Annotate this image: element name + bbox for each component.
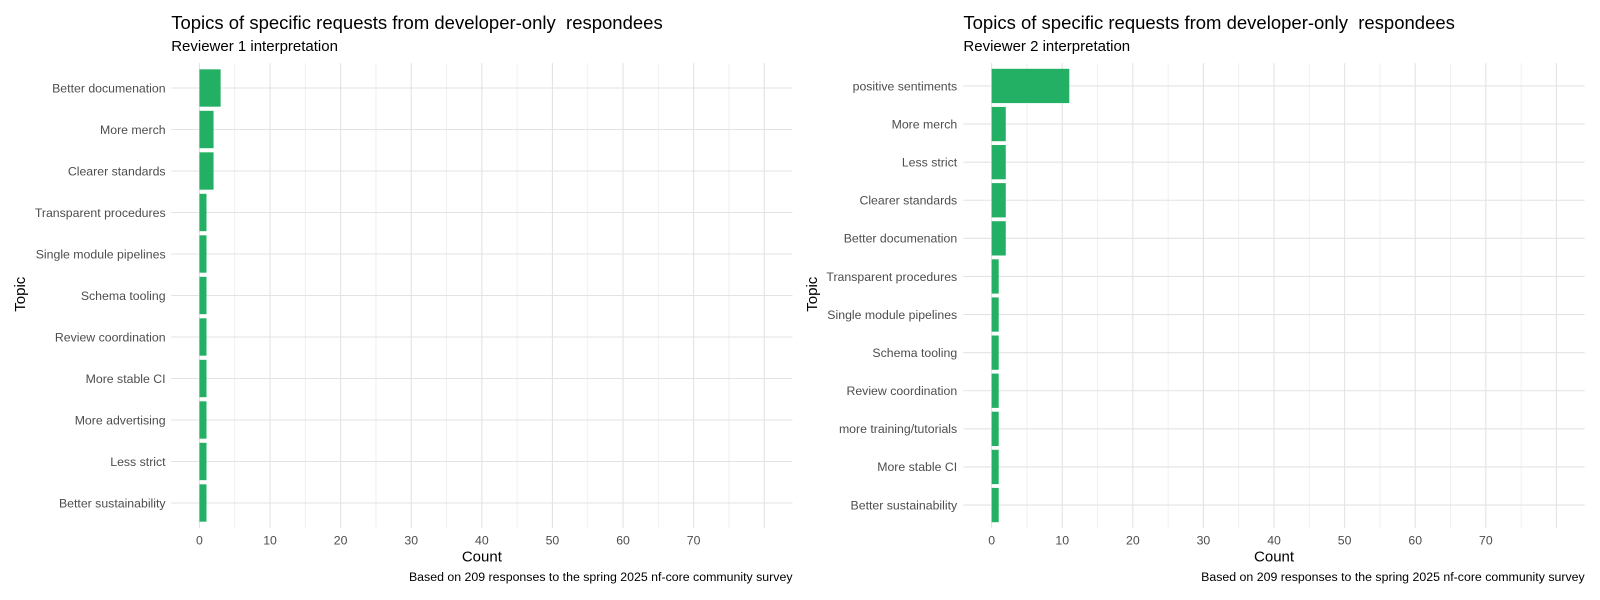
svg-text:Transparent procedures: Transparent procedures bbox=[826, 270, 957, 284]
svg-text:70: 70 bbox=[1479, 533, 1493, 547]
svg-text:more training/tutorials: more training/tutorials bbox=[839, 422, 957, 436]
svg-text:Better documenation: Better documenation bbox=[52, 81, 166, 95]
svg-text:More merch: More merch bbox=[100, 123, 166, 137]
svg-text:40: 40 bbox=[475, 533, 489, 547]
svg-text:Reviewer 2 interpretation: Reviewer 2 interpretation bbox=[963, 38, 1130, 55]
svg-text:20: 20 bbox=[1126, 533, 1140, 547]
svg-text:30: 30 bbox=[404, 533, 418, 547]
svg-text:positive sentiments: positive sentiments bbox=[853, 79, 958, 93]
svg-text:Better sustainability: Better sustainability bbox=[851, 498, 958, 512]
svg-text:60: 60 bbox=[1408, 533, 1422, 547]
svg-text:Less strict: Less strict bbox=[902, 155, 958, 169]
svg-text:Transparent procedures: Transparent procedures bbox=[35, 206, 166, 220]
svg-text:40: 40 bbox=[1267, 533, 1281, 547]
svg-text:30: 30 bbox=[1197, 533, 1211, 547]
svg-text:Topic: Topic bbox=[12, 276, 29, 312]
svg-text:50: 50 bbox=[546, 533, 560, 547]
svg-text:Better sustainability: Better sustainability bbox=[59, 496, 166, 510]
svg-text:Count: Count bbox=[1254, 548, 1295, 565]
svg-text:More stable CI: More stable CI bbox=[877, 460, 957, 474]
svg-text:Topics of specific requests fr: Topics of specific requests from develop… bbox=[171, 12, 663, 33]
svg-text:0: 0 bbox=[988, 533, 995, 547]
svg-text:Reviewer 1 interpretation: Reviewer 1 interpretation bbox=[171, 38, 338, 55]
svg-text:Clearer standards: Clearer standards bbox=[68, 164, 166, 178]
svg-text:Better documenation: Better documenation bbox=[844, 232, 958, 246]
svg-text:70: 70 bbox=[687, 533, 701, 547]
svg-text:Review coordination: Review coordination bbox=[846, 384, 957, 398]
svg-text:Review coordination: Review coordination bbox=[55, 330, 166, 344]
svg-text:Single module pipelines: Single module pipelines bbox=[827, 308, 957, 322]
svg-text:Single module pipelines: Single module pipelines bbox=[36, 247, 166, 261]
svg-text:Schema tooling: Schema tooling bbox=[81, 289, 166, 303]
svg-text:Schema tooling: Schema tooling bbox=[872, 346, 957, 360]
svg-text:Based on 209 responses to the: Based on 209 responses to the spring 202… bbox=[1201, 570, 1585, 584]
svg-text:60: 60 bbox=[616, 533, 630, 547]
svg-text:10: 10 bbox=[263, 533, 277, 547]
svg-text:More stable CI: More stable CI bbox=[86, 372, 166, 386]
svg-text:Topic: Topic bbox=[804, 276, 821, 312]
svg-text:Based on 209 responses to the: Based on 209 responses to the spring 202… bbox=[409, 570, 793, 584]
svg-text:More merch: More merch bbox=[892, 117, 958, 131]
svg-text:10: 10 bbox=[1055, 533, 1069, 547]
svg-text:Count: Count bbox=[462, 548, 503, 565]
svg-text:0: 0 bbox=[196, 533, 203, 547]
svg-text:Less strict: Less strict bbox=[110, 455, 166, 469]
svg-text:More advertising: More advertising bbox=[75, 413, 166, 427]
svg-text:20: 20 bbox=[334, 533, 348, 547]
svg-text:Clearer standards: Clearer standards bbox=[859, 194, 957, 208]
svg-text:Topics of specific requests fr: Topics of specific requests from develop… bbox=[963, 12, 1455, 33]
svg-text:50: 50 bbox=[1338, 533, 1352, 547]
